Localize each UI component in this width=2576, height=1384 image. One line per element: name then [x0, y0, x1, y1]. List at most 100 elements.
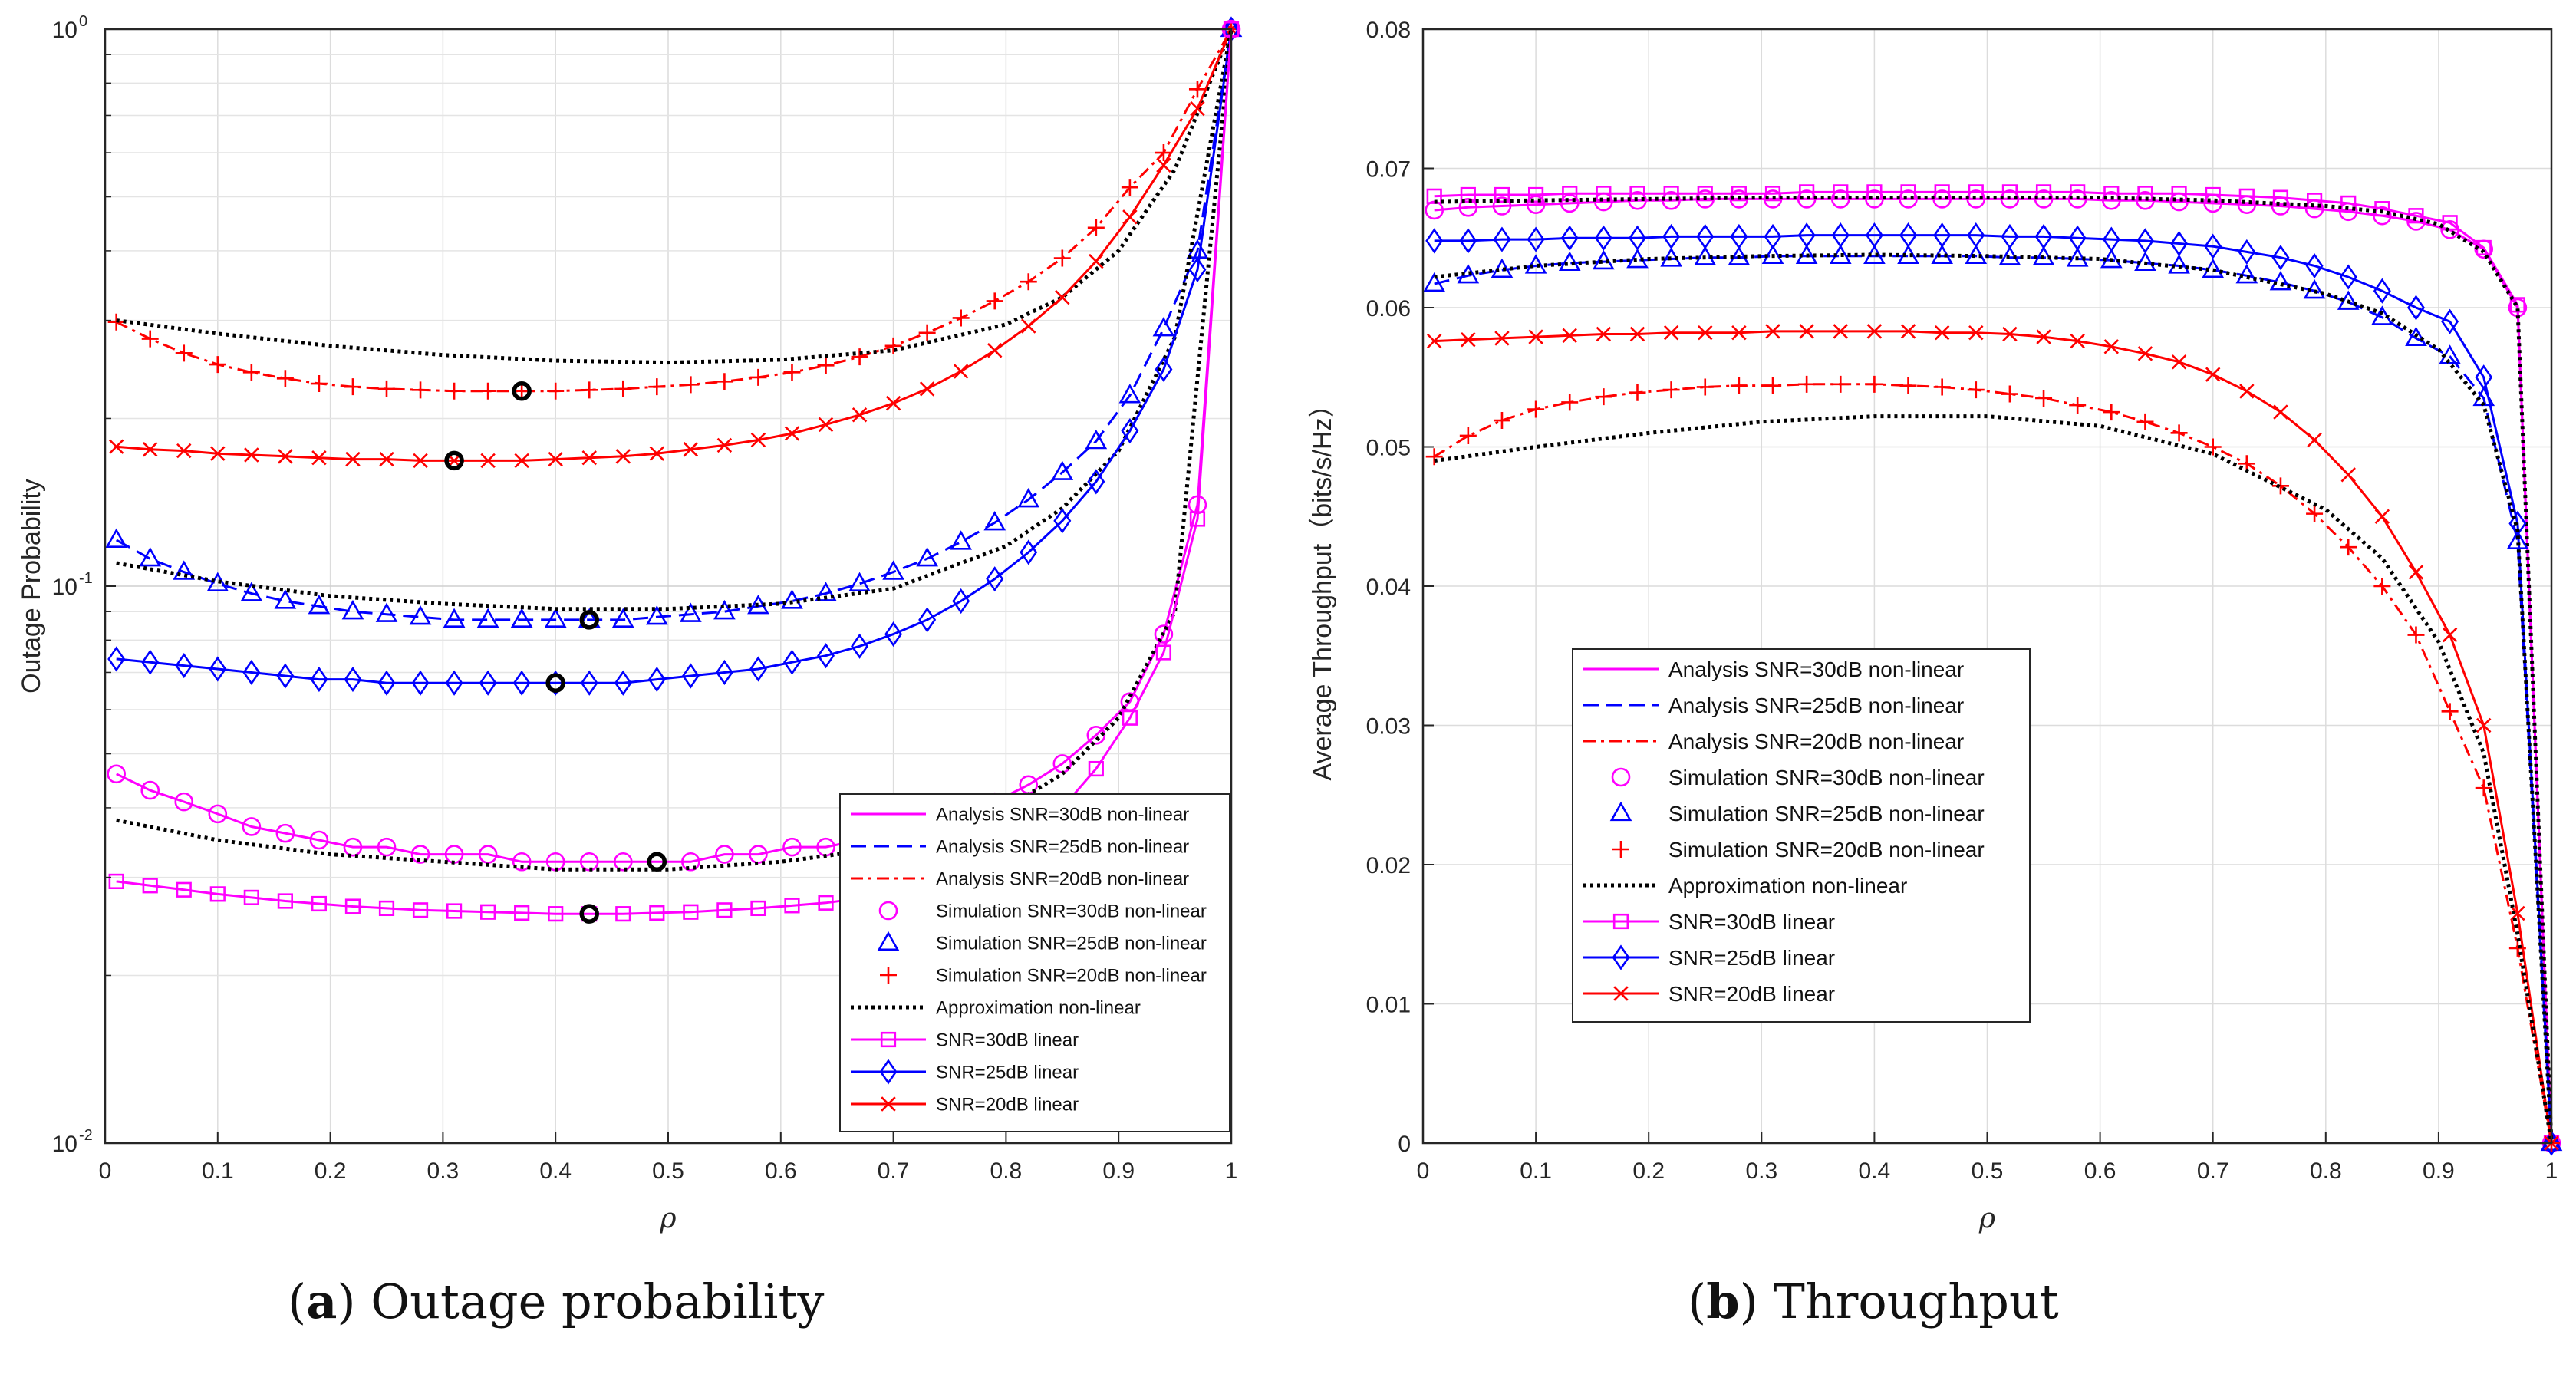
marker-diamond: [1612, 944, 1630, 970]
legend-label: SNR=30dB linear: [1668, 910, 1835, 934]
marker-plus: [1459, 427, 1477, 444]
marker-circle: [512, 852, 532, 872]
marker-circle: [242, 817, 262, 836]
marker-square: [1596, 186, 1612, 202]
caption-a-letter: a: [306, 1274, 338, 1330]
marker-x: [881, 1096, 896, 1112]
marker-x: [2273, 404, 2288, 420]
marker-plus: [2103, 404, 2120, 421]
marker-diamond: [2271, 245, 2290, 271]
legend-item: Analysis SNR=20dB non-linear: [851, 869, 1189, 890]
marker-square: [2306, 193, 2323, 209]
series-9: [108, 21, 1240, 922]
marker-triangle: [240, 582, 263, 601]
legend-label: SNR=30dB linear: [936, 1030, 1079, 1051]
marker-x: [1731, 325, 1747, 341]
marker-plus: [2475, 779, 2492, 797]
marker-plus: [2170, 424, 2188, 442]
marker-plus: [2069, 397, 2087, 414]
marker-x: [1765, 324, 1780, 339]
marker-triangle: [2100, 248, 2123, 269]
marker-circle: [1560, 193, 1580, 213]
chart-panel-b: 0 0.1 0.2 0.3 0.4 0.5 0.6 0.7 0.8 0.9 1ρ00.010.020…: [1308, 18, 2563, 1234]
marker-diamond: [879, 1059, 898, 1085]
marker-plus: [378, 380, 395, 397]
marker-circle: [208, 804, 228, 824]
series-line: [1433, 383, 2553, 1144]
caption-a-text: Outage probability: [371, 1274, 825, 1330]
marker-triangle: [1118, 384, 1141, 404]
legend-item: Analysis SNR=30dB non-linear: [1583, 657, 1964, 681]
marker-x: [1089, 253, 1104, 269]
legend-item: Simulation SNR=20dB non-linear: [880, 966, 1207, 987]
marker-triangle: [877, 931, 900, 951]
marker-triangle: [1457, 263, 1480, 284]
legend-label: Analysis SNR=20dB non-linear: [1668, 730, 1964, 753]
y-tick-label: 0.04: [1366, 575, 1411, 600]
marker-x: [413, 453, 428, 469]
marker-x: [649, 446, 665, 461]
marker-x: [1866, 324, 1883, 339]
series-7: [107, 19, 1241, 872]
marker-x: [379, 451, 394, 467]
y-tick-label: 0.02: [1366, 853, 1411, 878]
marker-circle: [140, 780, 160, 800]
marker-circle: [410, 845, 430, 864]
legend-label: Analysis SNR=25dB non-linear: [1668, 694, 1964, 717]
marker-x: [210, 446, 226, 461]
marker-diamond: [276, 663, 295, 689]
optimum-marker: [444, 450, 464, 471]
marker-x: [1663, 325, 1679, 341]
marker-x: [311, 450, 327, 466]
marker-x: [818, 417, 834, 433]
marker-x: [480, 453, 496, 469]
marker-square: [818, 895, 834, 911]
marker-diamond: [1121, 418, 1139, 444]
marker-triangle: [2235, 263, 2258, 284]
marker-triangle: [1085, 429, 1108, 450]
marker-x: [2442, 627, 2458, 643]
marker-square: [716, 902, 733, 918]
marker-plus: [1798, 375, 1816, 393]
marker-x: [1426, 333, 1442, 349]
marker-plus: [2306, 505, 2324, 522]
marker-x: [1461, 332, 1476, 348]
marker-square: [615, 906, 631, 922]
marker-circle: [1154, 624, 1174, 644]
series-line: [1434, 190, 2553, 1144]
marker-x: [1122, 209, 1138, 225]
legend-label: Simulation SNR=30dB non-linear: [1668, 766, 1985, 789]
x-tick-label: 0.2: [1632, 1158, 1665, 1184]
marker-circle: [377, 837, 397, 857]
marker-triangle: [1728, 245, 1751, 265]
marker-plus: [209, 356, 226, 374]
marker-plus: [2340, 539, 2357, 556]
legend-label: Simulation SNR=20dB non-linear: [1668, 838, 1985, 862]
marker-triangle: [2066, 247, 2089, 267]
marker-triangle: [781, 589, 803, 609]
legend-item: Analysis SNR=25dB non-linear: [851, 837, 1189, 858]
marker-x: [1629, 326, 1645, 342]
legend-item: Simulation SNR=25dB non-linear: [877, 931, 1207, 954]
marker-diamond: [2373, 278, 2391, 304]
legend-box: [839, 793, 1230, 1132]
marker-circle: [749, 845, 768, 864]
marker-plus: [1933, 378, 1951, 396]
marker-circle: [478, 845, 498, 864]
marker-circle: [343, 837, 363, 857]
marker-x: [548, 451, 563, 467]
series-7: [1426, 324, 2559, 1151]
marker-x: [1900, 324, 1916, 339]
marker-plus: [1866, 375, 1883, 393]
marker-plus: [918, 324, 936, 341]
marker-plus: [2373, 578, 2391, 595]
marker-triangle: [1051, 460, 1074, 480]
marker-triangle: [713, 599, 736, 620]
marker-triangle: [2269, 271, 2292, 291]
y-tick-label: 0: [1398, 1132, 1411, 1157]
legend-label: Analysis SNR=20dB non-linear: [936, 869, 1189, 890]
marker-square: [209, 886, 226, 902]
marker-triangle: [1558, 251, 1581, 272]
marker-circle: [2237, 195, 2257, 214]
series-line: [116, 28, 1234, 365]
